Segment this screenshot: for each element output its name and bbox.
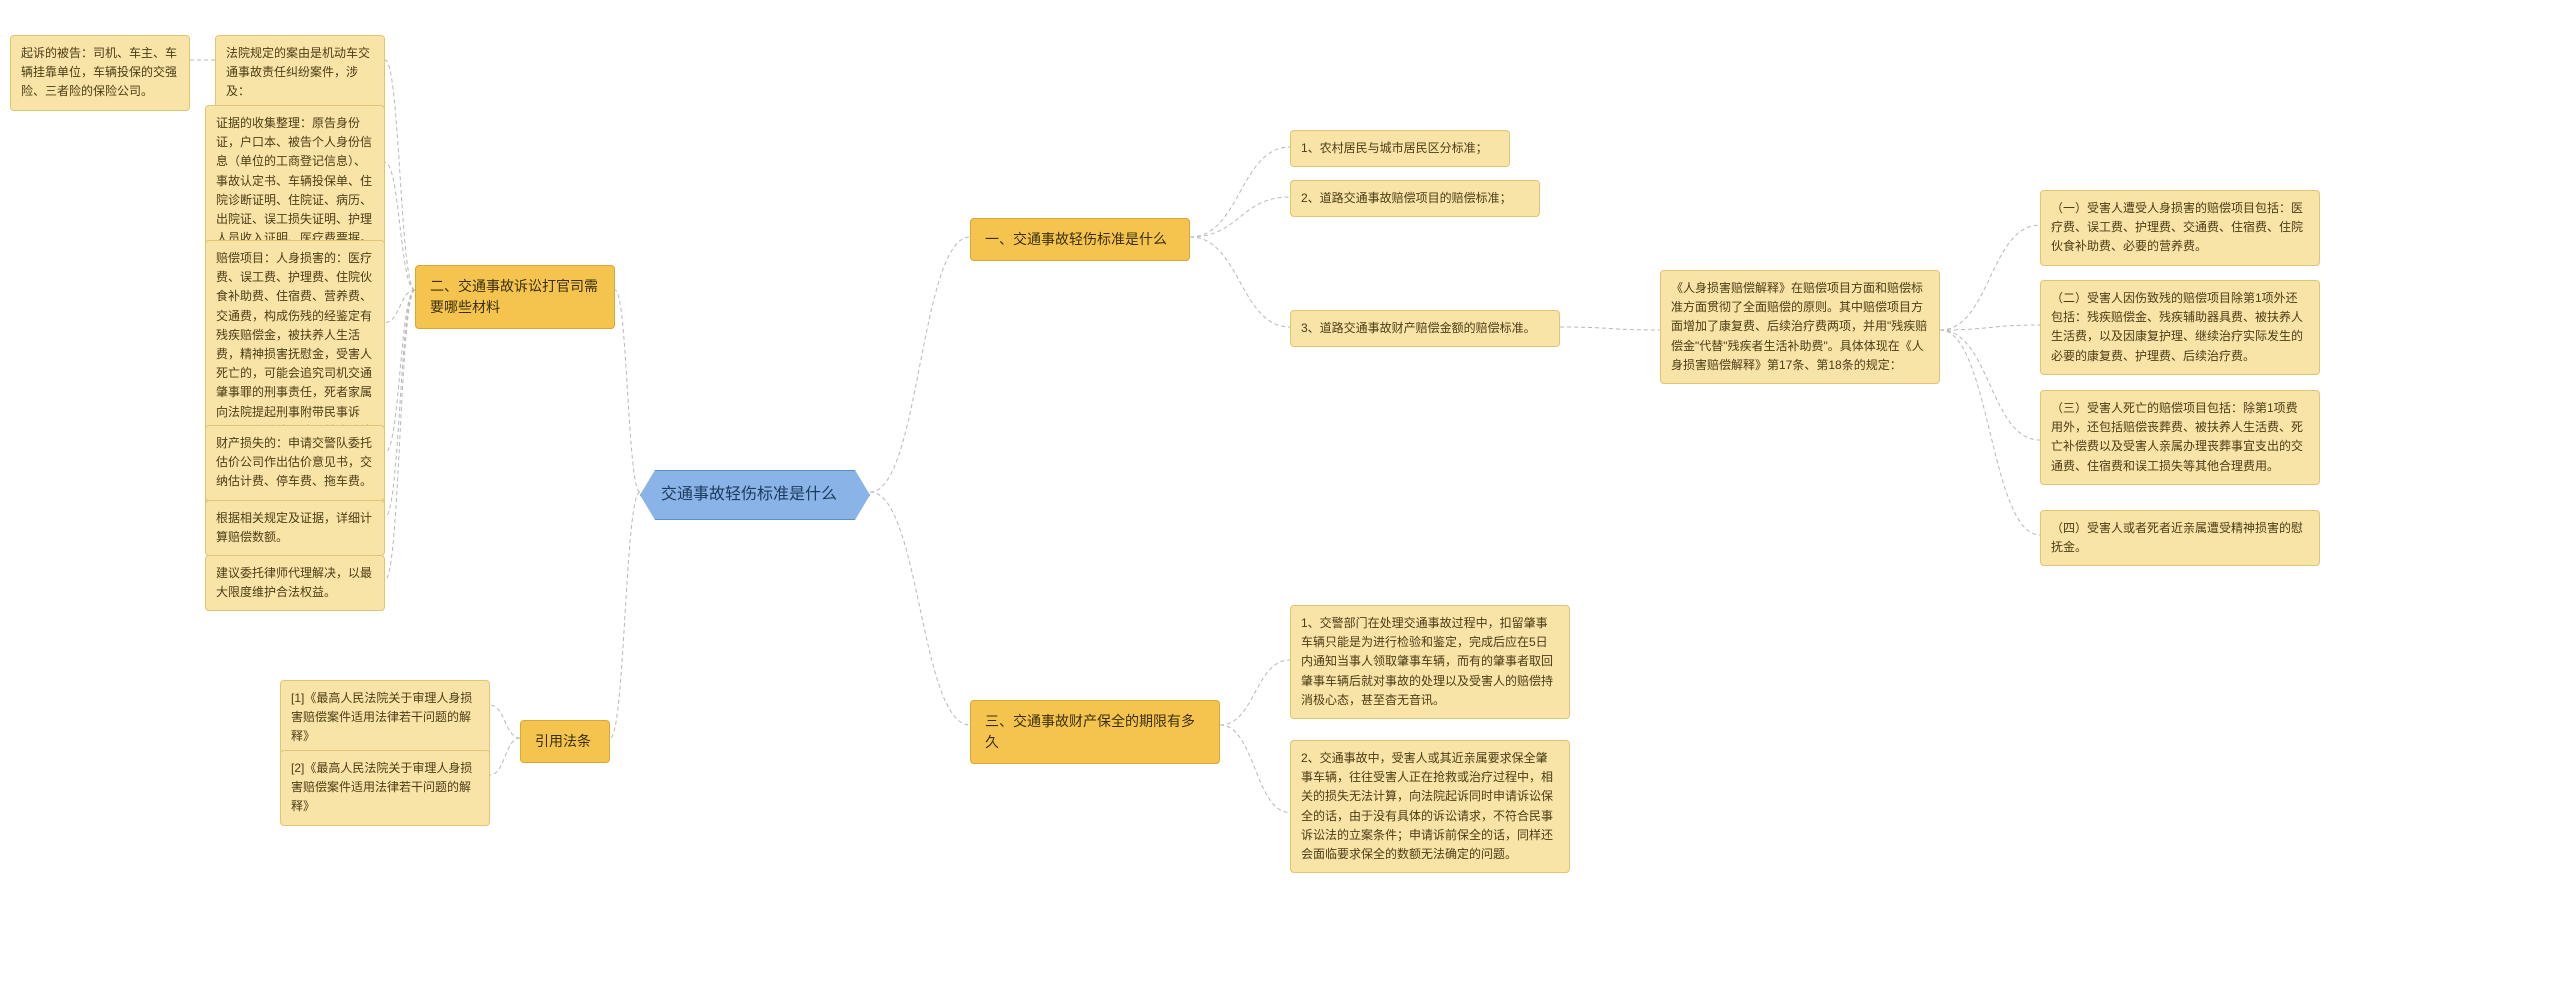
b2c2: 证据的收集整理：原告身份证，户口本、被告个人身份信息（单位的工商登记信息）、事故… [205, 105, 385, 257]
b1c1: 1、农村居民与城市居民区分标准； [1290, 130, 1510, 167]
b1c3a: 《人身损害赔偿解释》在赔偿项目方面和赔偿标准方面贯彻了全面赔偿的原则。其中赔偿项… [1660, 270, 1940, 384]
b2c1: 法院规定的案由是机动车交通事故责任纠纷案件，涉及： [215, 35, 385, 111]
b4c2: [2]《最高人民法院关于审理人身损害赔偿案件适用法律若干问题的解释》 [280, 750, 490, 826]
root-node: 交通事故轻伤标准是什么 [640, 470, 870, 520]
b2c1a: 起诉的被告：司机、车主、车辆挂靠单位，车辆投保的交强险、三者险的保险公司。 [10, 35, 190, 111]
b2c6: 建议委托律师代理解决，以最大限度维护合法权益。 [205, 555, 385, 611]
b3c1: 1、交警部门在处理交通事故过程中，扣留肇事车辆只能是为进行检验和鉴定，完成后应在… [1290, 605, 1570, 719]
b4c1: [1]《最高人民法院关于审理人身损害赔偿案件适用法律若干问题的解释》 [280, 680, 490, 756]
b1c3a4: （四）受害人或者死者近亲属遭受精神损害的慰抚金。 [2040, 510, 2320, 566]
b2c5: 根据相关规定及证据，详细计算赔偿数额。 [205, 500, 385, 556]
b1: 一、交通事故轻伤标准是什么 [970, 218, 1190, 261]
b3: 三、交通事故财产保全的期限有多久 [970, 700, 1220, 764]
b4: 引用法条 [520, 720, 610, 763]
b1c3a1: （一）受害人遭受人身损害的赔偿项目包括：医疗费、误工费、护理费、交通费、住宿费、… [2040, 190, 2320, 266]
b1c2: 2、道路交通事故赔偿项目的赔偿标准； [1290, 180, 1540, 217]
b3c2: 2、交通事故中，受害人或其近亲属要求保全肇事车辆，往往受害人正在抢救或治疗过程中… [1290, 740, 1570, 873]
b1c3: 3、道路交通事故财产赔偿金额的赔偿标准。 [1290, 310, 1560, 347]
b2: 二、交通事故诉讼打官司需要哪些材料 [415, 265, 615, 329]
b1c3a2: （二）受害人因伤致残的赔偿项目除第1项外还包括：残疾赔偿金、残疾辅助器具费、被扶… [2040, 280, 2320, 375]
b1c3a3: （三）受害人死亡的赔偿项目包括：除第1项费用外，还包括赔偿丧葬费、被扶养人生活费… [2040, 390, 2320, 485]
b2c4: 财产损失的：申请交警队委托估价公司作出估价意见书，交纳估计费、停车费、拖车费。 [205, 425, 385, 501]
